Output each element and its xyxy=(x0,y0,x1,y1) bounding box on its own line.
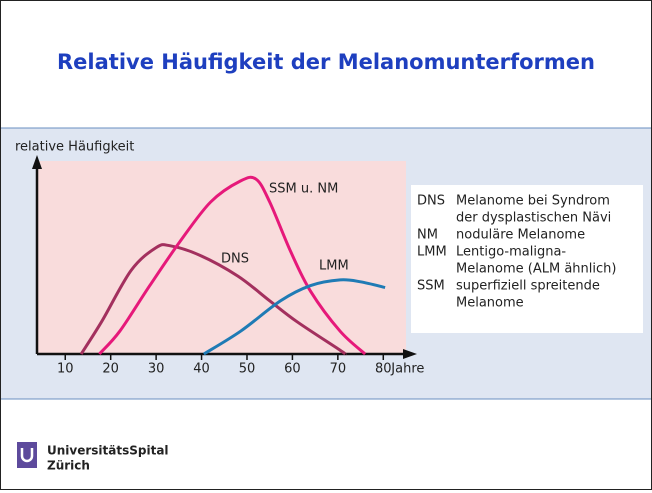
x-tick-label: 70 xyxy=(330,362,347,377)
x-tick-label: 60 xyxy=(284,362,301,377)
series-label: SSM u. NM xyxy=(269,182,338,197)
legend-text: Melanome (ALM ähnlich) xyxy=(456,262,616,277)
legend-abbr: SSM xyxy=(417,279,445,294)
legend-abbr: DNS xyxy=(417,194,445,209)
legend-text: Lentigo-maligna- xyxy=(456,245,566,260)
legend-text: noduläre Melanome xyxy=(456,228,585,243)
x-tick-label: 40 xyxy=(193,362,210,377)
x-tick-label: 30 xyxy=(148,362,165,377)
line-series xyxy=(203,278,386,356)
x-tick-label: 80 xyxy=(375,362,392,377)
legend-text: Melanome xyxy=(456,296,524,311)
logo-icon xyxy=(17,442,37,468)
slide-title: Relative Häufigkeit der Melanomunterform… xyxy=(57,50,595,74)
line-series xyxy=(98,175,367,356)
legend-text: Melanome bei Syndrom xyxy=(456,194,610,209)
x-tick-label: 20 xyxy=(102,362,119,377)
logo-text: Zürich xyxy=(47,459,90,473)
legend-abbr: NM xyxy=(417,228,438,243)
y-axis-label: relative Häufigkeit xyxy=(15,140,134,155)
line-series xyxy=(79,243,347,356)
legend-text: superfiziell spreitende xyxy=(456,279,600,294)
legend-abbr: LMM xyxy=(417,245,447,260)
legend-text: der dysplastischen Nävi xyxy=(456,211,611,226)
logo-mark xyxy=(20,448,34,463)
x-axis-arrow xyxy=(403,349,417,359)
series-label: DNS xyxy=(221,252,249,267)
x-tick-label: 50 xyxy=(239,362,256,377)
x-axis-label: Jahre xyxy=(390,362,424,377)
series-label: LMM xyxy=(319,259,349,274)
logo-text: UniversitätsSpital xyxy=(47,444,169,458)
legend-box xyxy=(411,185,643,333)
x-tick-label: 10 xyxy=(57,362,74,377)
y-axis-arrow xyxy=(32,155,42,169)
